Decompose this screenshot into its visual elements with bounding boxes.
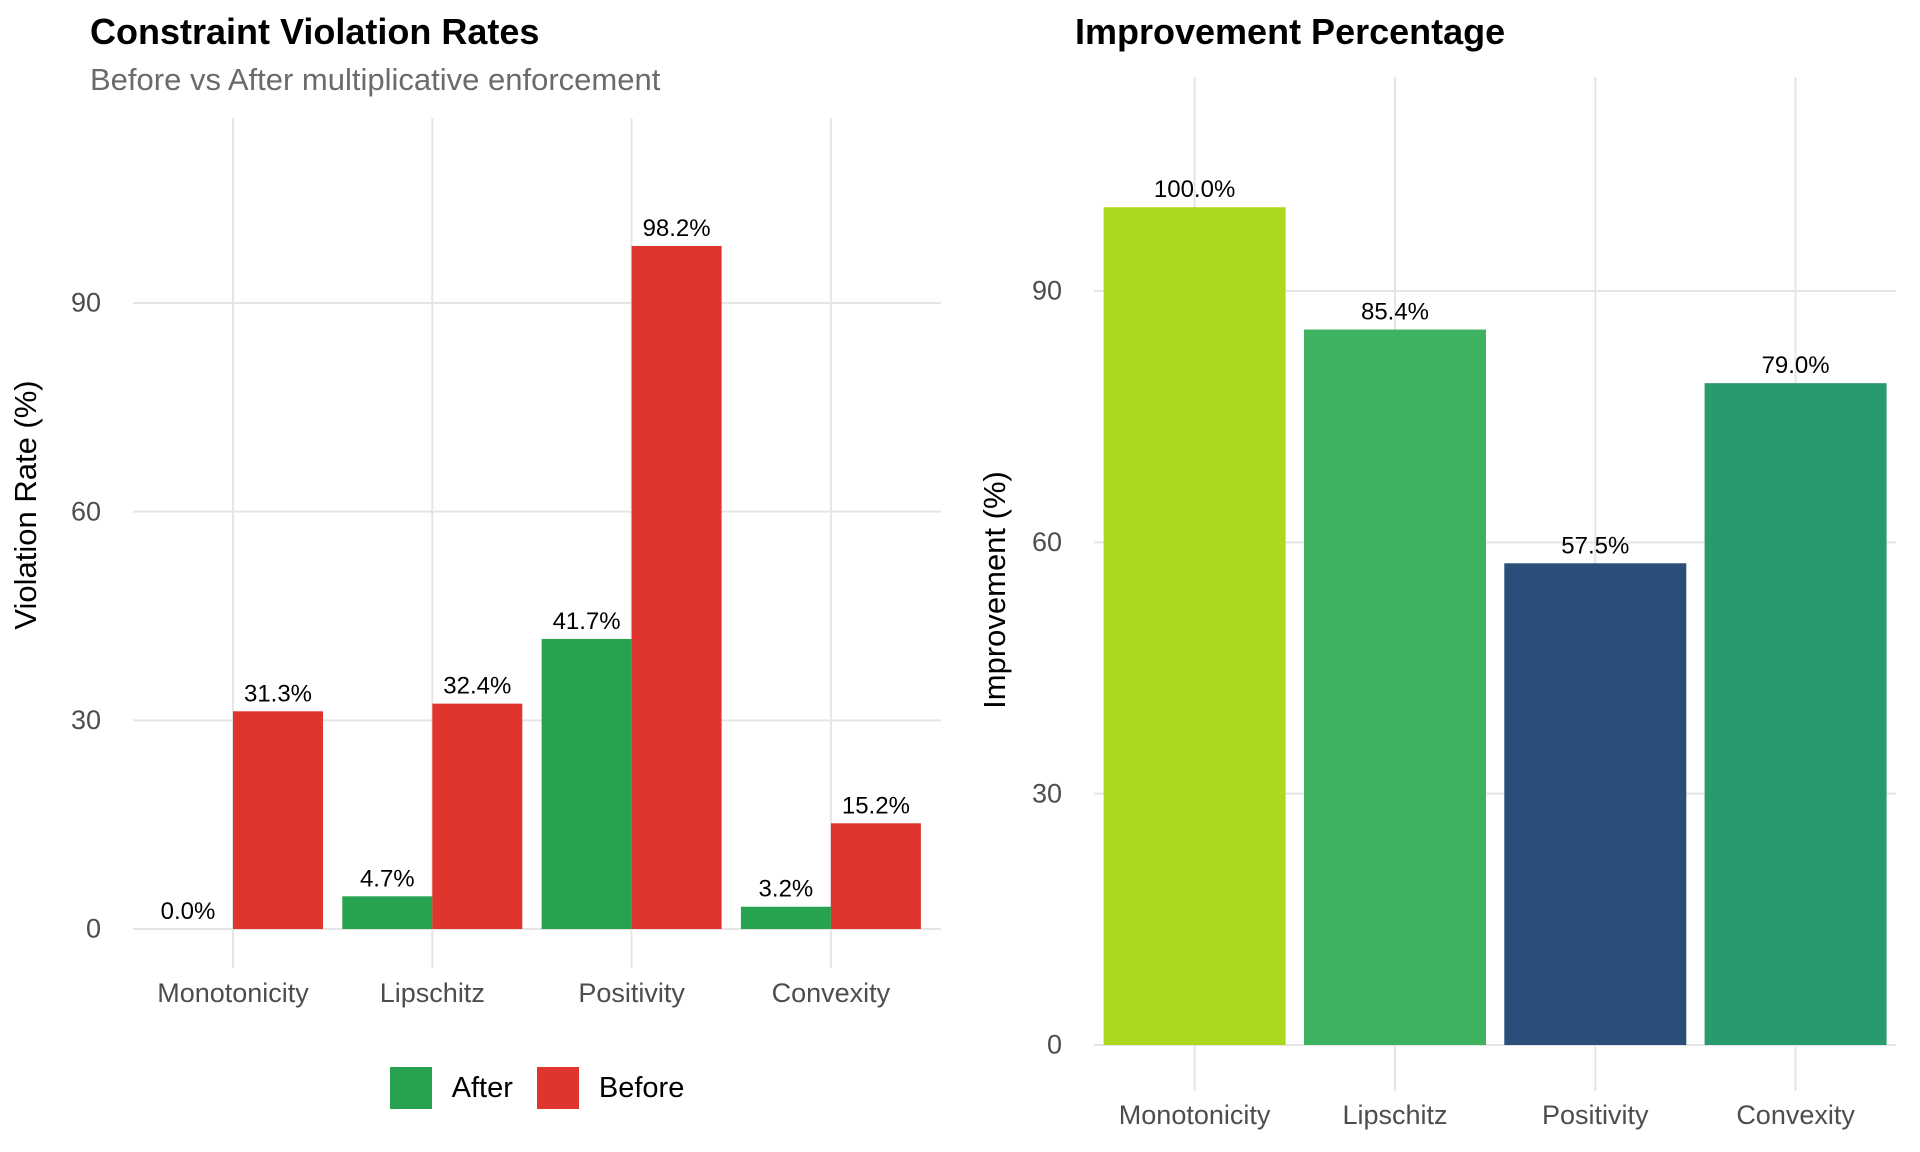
left-value-labels: 0.0% 4.7% 41.7% 3.2% 31.3% 32.4% 98.2% 15.2%: [161, 215, 910, 925]
value-label-positivity-after: 41.7%: [553, 608, 621, 635]
right-chart: 100.0% 85.4% 57.5% 79.0% 0 30 60 90 Monotonici…: [977, 11, 1896, 1130]
x-tick-label-monotonicity: Monotonicity: [157, 978, 309, 1008]
legend-item-before: Before: [536, 1067, 685, 1109]
right-value-labels: 100.0% 85.4% 57.5% 79.0%: [1154, 176, 1830, 559]
left-chart-subtitle: Before vs After multiplicative enforceme…: [90, 62, 661, 97]
legend-swatch-after: [389, 1067, 432, 1109]
value-label-positivity-before: 98.2%: [643, 215, 711, 242]
value-label-monotonicity-before: 31.3%: [244, 680, 312, 707]
value-label-lipschitz-before: 32.4%: [443, 673, 511, 700]
y-tick-label-0: 0: [86, 914, 101, 944]
left-y-tick-labels: 0 30 60 90: [71, 288, 101, 944]
legend-swatch-before: [536, 1067, 579, 1109]
left-y-axis-title: Violation Rate (%): [8, 380, 43, 629]
bar-monotonicity-improvement: [1103, 207, 1286, 1046]
legend: After Before: [133, 1062, 941, 1114]
bar-lipschitz-improvement: [1304, 329, 1486, 1045]
y-tick-label-60: 60: [71, 496, 101, 526]
bar-lipschitz-before: [432, 703, 523, 929]
x-tick-label-convexity: Convexity: [1736, 1100, 1855, 1130]
bar-positivity-after: [541, 638, 632, 929]
bar-positivity-improvement: [1504, 563, 1687, 1045]
value-label-lipschitz-after: 4.7%: [360, 865, 415, 892]
right-x-tick-labels: Monotonicity Lipschitz Positivity Convexity: [1119, 1100, 1856, 1130]
left-x-tick-labels: Monotonicity Lipschitz Positivity Convexity: [157, 978, 890, 1008]
value-label-convexity-before: 15.2%: [842, 792, 910, 819]
value-label-convexity-after: 3.2%: [759, 876, 814, 903]
x-tick-label-lipschitz: Lipschitz: [1342, 1100, 1447, 1130]
right-y-tick-labels: 0 30 60 90: [1032, 276, 1062, 1060]
y-tick-label-90: 90: [1032, 276, 1062, 306]
bar-convexity-improvement: [1704, 383, 1887, 1045]
x-tick-label-convexity: Convexity: [772, 978, 891, 1008]
y-tick-label-30: 30: [1032, 778, 1062, 808]
value-label-monotonicity-improvement: 100.0%: [1154, 176, 1235, 203]
value-label-lipschitz-improvement: 85.4%: [1361, 299, 1429, 326]
right-bars: [1103, 207, 1887, 1046]
left-chart: 0.0% 4.7% 41.7% 3.2% 31.3% 32.4% 98.2% 15.2% 0 3…: [8, 11, 941, 1008]
bar-monotonicity-before: [233, 711, 323, 929]
value-label-convexity-improvement: 79.0%: [1762, 352, 1830, 379]
bar-lipschitz-after: [342, 896, 433, 929]
legend-label-after: After: [451, 1071, 513, 1104]
value-label-monotonicity-after: 0.0%: [161, 898, 216, 925]
legend-label-before: Before: [598, 1071, 685, 1104]
x-tick-label-positivity: Positivity: [1542, 1100, 1649, 1130]
y-tick-label-0: 0: [1047, 1030, 1062, 1060]
bar-positivity-before: [631, 245, 722, 929]
right-y-axis-title: Improvement (%): [977, 471, 1012, 709]
y-tick-label-60: 60: [1032, 527, 1062, 557]
y-tick-label-30: 30: [71, 705, 101, 735]
bar-convexity-after: [740, 906, 831, 929]
value-label-positivity-improvement: 57.5%: [1561, 532, 1629, 559]
left-chart-title: Constraint Violation Rates: [90, 11, 539, 52]
x-tick-label-monotonicity: Monotonicity: [1119, 1100, 1271, 1130]
y-tick-label-90: 90: [71, 288, 101, 318]
left-bars: [233, 245, 921, 929]
x-tick-label-positivity: Positivity: [578, 978, 685, 1008]
x-tick-label-lipschitz: Lipschitz: [380, 978, 485, 1008]
right-chart-title: Improvement Percentage: [1075, 11, 1505, 52]
legend-item-after: After: [389, 1067, 513, 1109]
bar-convexity-before: [830, 823, 921, 929]
